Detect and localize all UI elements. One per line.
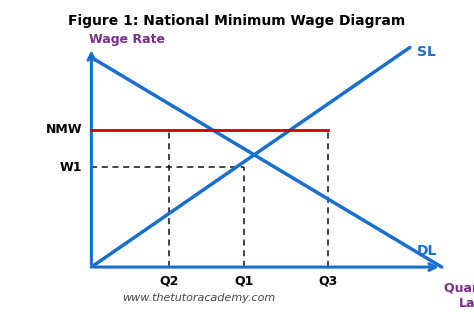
Text: Q2: Q2 bbox=[159, 275, 178, 288]
Text: Q1: Q1 bbox=[234, 275, 254, 288]
Text: SL: SL bbox=[417, 46, 436, 59]
Text: DL: DL bbox=[417, 244, 437, 258]
Text: NMW: NMW bbox=[46, 123, 82, 136]
Text: Wage Rate: Wage Rate bbox=[89, 33, 165, 46]
Text: Quantity of
Labour: Quantity of Labour bbox=[444, 282, 474, 310]
Text: Figure 1: National Minimum Wage Diagram: Figure 1: National Minimum Wage Diagram bbox=[68, 14, 406, 28]
Text: W1: W1 bbox=[60, 161, 82, 174]
Text: Q3: Q3 bbox=[319, 275, 337, 288]
Text: www.thetutoracademy.com: www.thetutoracademy.com bbox=[122, 293, 276, 303]
